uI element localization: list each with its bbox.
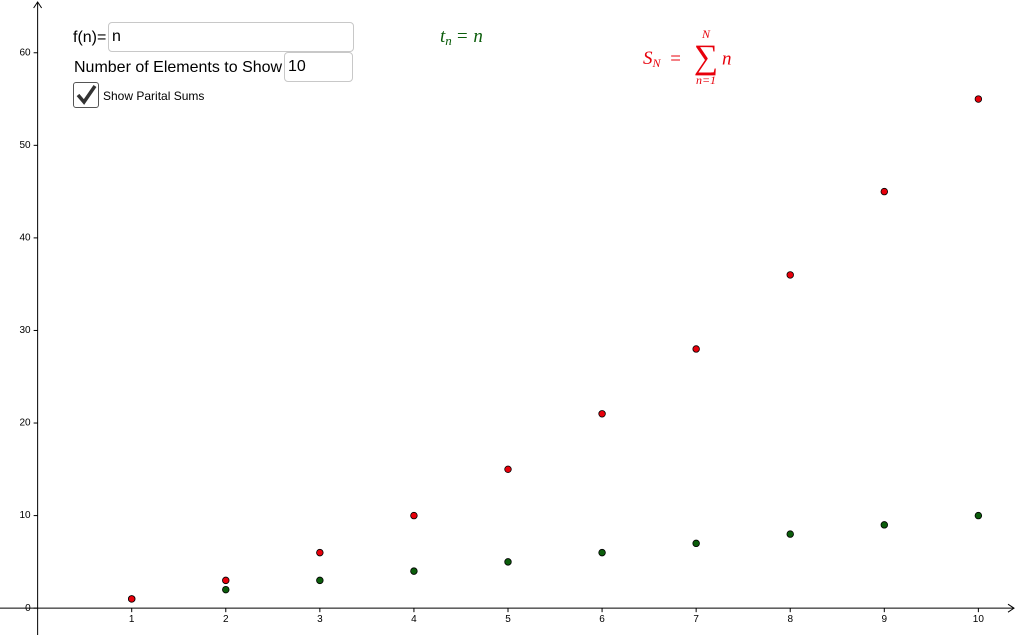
x-tick-label: 4 [411, 614, 417, 625]
term-sub: n [445, 33, 452, 48]
x-tick-label: 6 [599, 614, 605, 625]
checkbox[interactable] [73, 82, 99, 108]
x-tick-label: 2 [223, 614, 229, 625]
term-formula: tn = n [440, 26, 483, 48]
data-point [222, 576, 230, 585]
x-axis-arrow [1007, 603, 1015, 613]
function-label: f(n)= [73, 29, 107, 46]
data-point [692, 345, 700, 353]
data-point [410, 567, 418, 575]
data-point [128, 595, 136, 603]
x-tick-label: 9 [882, 614, 888, 625]
sum-body: n [722, 48, 732, 69]
y-tick-label: 10 [20, 510, 32, 521]
term-base: t [440, 26, 446, 47]
y-tick-label: 30 [20, 325, 32, 336]
data-point [974, 511, 983, 520]
sum-sigma: ∑ [694, 39, 718, 76]
y-tick-label: 50 [20, 140, 32, 151]
sum-lhs: SN [643, 48, 662, 69]
x-tick-label: 10 [973, 614, 985, 625]
term-rest: = n [456, 26, 483, 47]
sum-lhs-base: S [643, 48, 653, 69]
sum-eq: = [669, 48, 682, 69]
count-label: Number of Elements to Show [74, 59, 283, 76]
sum-lower: n=1 [696, 73, 716, 87]
y-tick-label: 40 [20, 233, 32, 244]
x-tick-label: 8 [787, 614, 793, 625]
data-point [410, 511, 418, 520]
x-tick-label: 7 [693, 614, 699, 625]
data-point [598, 548, 606, 557]
data-point [974, 95, 983, 103]
x-tick-label: 3 [317, 614, 323, 625]
count-input[interactable]: 10 [284, 52, 353, 82]
sum-upper: N [701, 27, 711, 41]
data-point [504, 465, 512, 474]
data-point [880, 521, 888, 529]
y-tick-label: 0 [25, 603, 31, 614]
checkmark [76, 85, 97, 105]
data-point [222, 585, 230, 594]
sum-lhs-sub: N [652, 56, 662, 70]
y-tick-label: 20 [20, 418, 32, 429]
function-input[interactable]: n [108, 22, 354, 52]
x-tick-label: 5 [505, 614, 511, 625]
y-tick-label: 60 [20, 47, 32, 58]
data-point [880, 187, 888, 196]
y-axis-arrow [33, 1, 43, 9]
data-point [598, 410, 606, 418]
data-point [504, 558, 512, 566]
x-tick-label: 1 [129, 614, 135, 625]
checkbox-label[interactable]: Show Parital Sums [103, 89, 205, 103]
data-point [692, 539, 700, 548]
data-point [316, 548, 324, 557]
data-point [316, 576, 324, 585]
data-point [786, 530, 794, 538]
data-point [786, 271, 794, 279]
